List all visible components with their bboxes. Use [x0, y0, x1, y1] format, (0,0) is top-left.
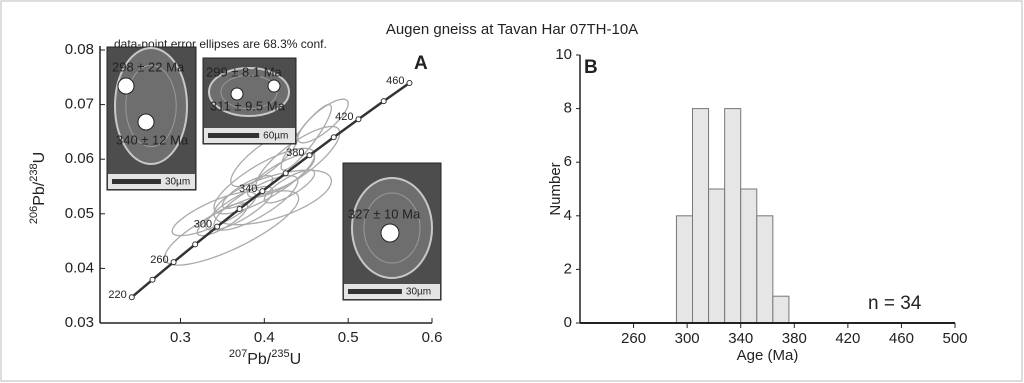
spot-age-label: 311 ± 9.5 Ma: [210, 98, 286, 113]
error-ellipse: [163, 190, 300, 266]
histogram-bar: [675, 215, 694, 324]
spot-age-label: 299 ± 8.1 Ma: [206, 64, 283, 79]
zircon-zoning: [125, 64, 177, 148]
y-tick-label: 0.05: [65, 205, 94, 222]
concordia-age-label: 420: [335, 111, 353, 123]
label-part: Pb/: [247, 351, 272, 368]
x-tick-label: 260: [621, 330, 646, 347]
y-tick-label: 10: [555, 46, 572, 63]
analysis-spot: [267, 79, 281, 93]
concordia-age-label: 380: [286, 147, 304, 159]
error-ellipse: [213, 174, 299, 231]
error-ellipse: [255, 125, 341, 193]
histogram-bar: [756, 215, 774, 324]
zircon-zoning: [363, 192, 421, 264]
y-tick-label: 4: [564, 207, 572, 224]
y-axis-label: Number: [547, 162, 564, 215]
concordia-age-point: [406, 79, 413, 86]
concordia-age-label: 340: [239, 183, 257, 195]
x-tick-label: 460: [889, 330, 914, 347]
scale-bar: [208, 133, 260, 138]
x-tick-label: 500: [942, 330, 967, 347]
y-tick-label: 0.04: [65, 259, 94, 276]
label-superscript: 207: [229, 348, 247, 360]
concordia-age-point: [282, 170, 289, 177]
concordia-age-point: [306, 152, 313, 159]
spot-age-label: 327 ± 10 Ma: [348, 206, 421, 221]
label-part: U: [290, 351, 302, 368]
panel-label: A: [414, 53, 428, 74]
x-axis-label: Age (Ma): [737, 347, 799, 364]
figure-title: Augen gneiss at Tavan Har 07TH-10A: [386, 21, 638, 38]
y-tick-label: 6: [564, 153, 572, 170]
label-part: U: [31, 152, 48, 164]
analysis-spot: [137, 113, 155, 131]
concordia-age-point: [214, 223, 221, 230]
y-tick-label: 0.03: [65, 314, 94, 331]
label-superscript: 206: [28, 206, 40, 224]
y-tick-label: 0.07: [65, 96, 94, 113]
x-tick-label: 420: [835, 330, 860, 347]
histogram-bar: [708, 188, 726, 324]
y-tick-label: 2: [564, 260, 572, 277]
x-tick-label: 0.6: [422, 329, 443, 346]
concordia-age-point: [380, 98, 387, 105]
error-ellipse: [171, 191, 257, 237]
spot-age-label: 298 ± 22 Ma: [112, 59, 185, 74]
label-superscript: 235: [271, 348, 289, 360]
concordia-age-point: [170, 259, 177, 266]
y-tick-label: 0.08: [65, 41, 94, 58]
analysis-spot: [117, 77, 135, 95]
x-tick-label: 0.3: [170, 329, 191, 346]
histogram-bar: [772, 295, 790, 324]
error-ellipse: [263, 169, 316, 204]
scale-label: 60µm: [263, 131, 288, 142]
scale-bar: [112, 179, 161, 184]
x-tick-label: 0.4: [254, 329, 275, 346]
panel-label: B: [584, 57, 598, 78]
y-tick-label: 8: [564, 100, 572, 117]
concordia-age-label: 220: [108, 289, 126, 301]
x-tick-label: 0.5: [338, 329, 359, 346]
error-ellipse: [213, 147, 316, 215]
zircon-zoning: [220, 74, 278, 110]
concordia-age-point: [192, 241, 199, 248]
concordia-age-label: 260: [150, 254, 168, 266]
label-part: Pb/: [31, 181, 48, 206]
concordia-age-point: [330, 134, 337, 141]
histogram-bar: [724, 108, 742, 324]
concordia-age-label: 300: [194, 219, 212, 231]
histogram-bar: [740, 188, 758, 324]
x-tick-label: 300: [675, 330, 700, 347]
spot-age-label: 340 ± 12 Ma: [116, 132, 189, 147]
concordia-age-point: [149, 276, 156, 283]
sample-count: n = 34: [868, 293, 922, 314]
scale-bar: [348, 289, 402, 294]
x-tick-label: 380: [782, 330, 807, 347]
analysis-spot: [230, 87, 244, 101]
scale-label: 30µm: [406, 287, 431, 298]
x-tick-label: 340: [728, 330, 753, 347]
label-superscript: 238: [28, 163, 40, 181]
concordia-age-point: [259, 188, 266, 195]
y-tick-label: 0: [564, 314, 572, 331]
analysis-spot: [380, 223, 400, 243]
concordia-age-point: [355, 116, 362, 123]
x-axis-label: 207Pb/235U: [229, 348, 301, 368]
concordia-age-point: [236, 205, 243, 212]
scale-label: 30µm: [165, 177, 190, 188]
y-axis-label: 206Pb/238U: [28, 152, 48, 224]
concordia-age-label: 460: [386, 75, 404, 87]
y-tick-label: 0.06: [65, 150, 94, 167]
histogram-bar: [692, 108, 710, 324]
concordia-age-point: [128, 294, 135, 301]
